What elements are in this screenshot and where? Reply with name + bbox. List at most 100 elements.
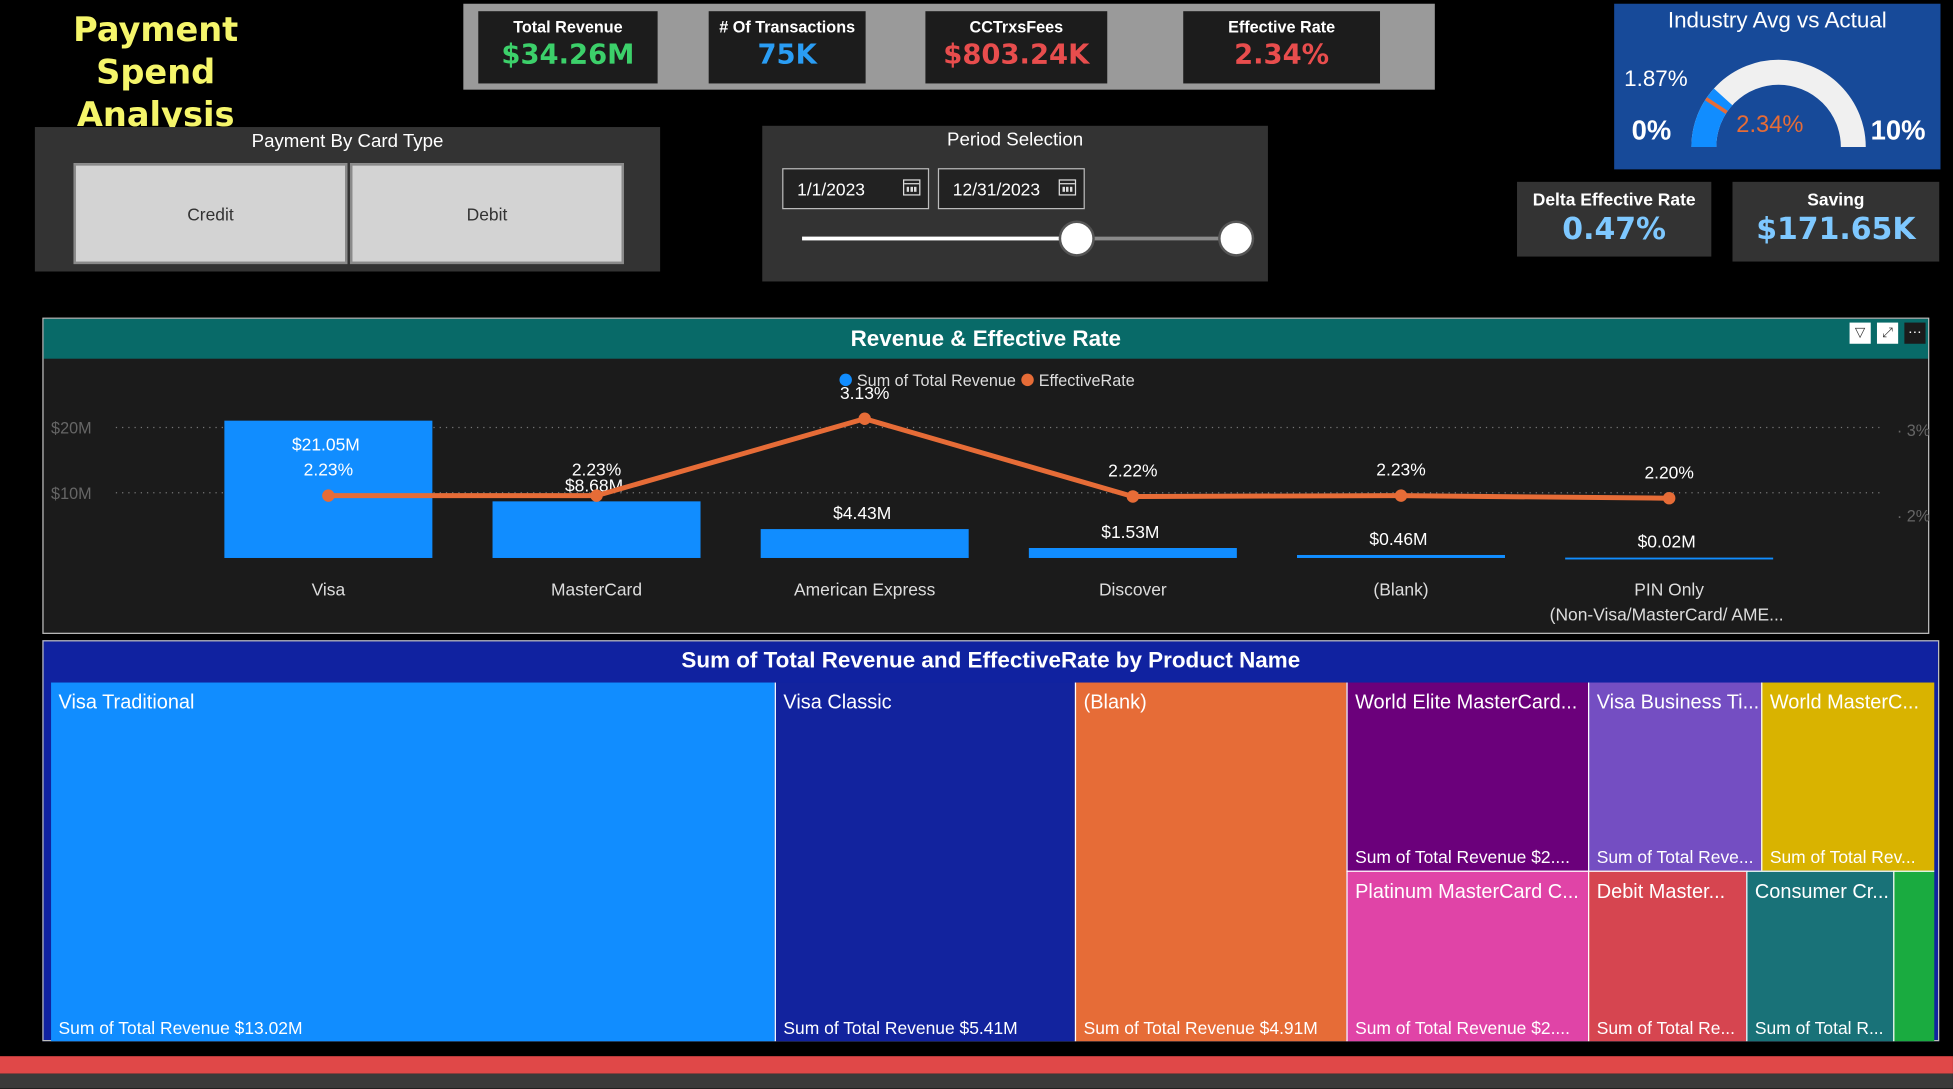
revenue-data-label: $4.43M xyxy=(833,503,891,523)
revenue-data-label: $0.02M xyxy=(1638,532,1696,552)
chart-title: Revenue & Effective Rate xyxy=(43,318,1929,359)
filter-icon[interactable]: ▽ xyxy=(1849,322,1871,344)
gauge-min-label: 0% xyxy=(1631,114,1672,146)
period-slicer: Period Selection 1/1/2023 12/31/2023 xyxy=(762,125,1268,282)
legend-label-revenue: Sum of Total Revenue xyxy=(857,372,1016,390)
revenue-bar xyxy=(1297,554,1505,558)
effective-rate-point xyxy=(590,489,603,502)
saving-label: Saving xyxy=(1807,189,1865,210)
gauge-industry-vs-actual[interactable]: Industry Avg vs Actual 1.87% 0% 10% 2.34… xyxy=(1614,3,1941,170)
revenue-bar xyxy=(224,420,433,558)
gauge-target-label: 1.87% xyxy=(1624,66,1688,91)
legend-label-rate: EffectiveRate xyxy=(1039,372,1135,390)
delta-label: Delta Effective Rate xyxy=(1532,189,1696,210)
treemap-tile[interactable]: Platinum MasterCard C... Sum of Total Re… xyxy=(1346,870,1589,1042)
treemap-tile[interactable]: World MasterC... Sum of Total Rev... xyxy=(1761,682,1935,871)
period-slider-end-handle[interactable] xyxy=(1218,220,1255,257)
kpi-value: $34.26M xyxy=(501,39,635,71)
tile-value: Sum of Total Revenue $13.02M xyxy=(58,1017,303,1038)
tile-name: Visa Traditional xyxy=(58,692,195,714)
period-title: Period Selection xyxy=(947,129,1084,151)
rate-data-label: 2.23% xyxy=(572,460,621,480)
gauge-max-label: 10% xyxy=(1870,114,1926,146)
revenue-effective-rate-chart: Revenue & Effective Rate ▽ ⤢ ⋯ Sum of To… xyxy=(42,317,1930,634)
effective-rate-point xyxy=(1662,491,1676,505)
end-date-value: 12/31/2023 xyxy=(952,178,1041,199)
treemap-title: Sum of Total Revenue and EffectiveRate b… xyxy=(681,647,1301,673)
effective-rate-point xyxy=(322,489,335,502)
kpi-transactions[interactable]: # Of Transactions 75K xyxy=(708,11,866,84)
revenue-bar xyxy=(1565,557,1774,560)
treemap-tile[interactable]: Debit Master... Sum of Total Re... xyxy=(1588,870,1747,1042)
gauge-title: Industry Avg vs Actual xyxy=(1667,7,1887,33)
rate-data-label: 2.22% xyxy=(1108,461,1157,481)
status-bar xyxy=(0,1073,1953,1089)
period-slider-start-handle[interactable] xyxy=(1058,220,1095,257)
saving-card[interactable]: Saving $171.65K xyxy=(1732,181,1940,262)
focus-mode-icon[interactable]: ⤢ xyxy=(1876,322,1899,344)
tile-name: World Elite MasterCard... xyxy=(1355,692,1578,714)
y2-tick-label: · 2% xyxy=(1897,508,1930,526)
tile-value: Sum of Total Revenue $2.... xyxy=(1355,1017,1570,1038)
x-tick-label: (Blank) xyxy=(1373,579,1428,599)
treemap-tile[interactable]: Consumer Cr... Sum of Total R... xyxy=(1746,870,1894,1042)
kpi-label: CCTrxsFees xyxy=(969,17,1064,37)
x-tick-label: Visa xyxy=(312,579,346,599)
debit-button[interactable]: Debit xyxy=(349,163,624,265)
gauge-target-marker xyxy=(1704,97,1728,115)
legend-marker-revenue xyxy=(839,373,852,387)
revenue-data-label: $1.53M xyxy=(1101,522,1159,542)
x-tick-label: MasterCard xyxy=(551,579,642,599)
calendar-icon[interactable] xyxy=(1058,179,1077,196)
tile-name: Visa Business Ti... xyxy=(1596,692,1760,714)
treemap-tile[interactable] xyxy=(1893,870,1935,1042)
treemap-tile[interactable]: Visa Business Ti... Sum of Total Reve... xyxy=(1588,682,1762,871)
calendar-icon[interactable] xyxy=(902,179,921,196)
x-tick-label: American Express xyxy=(794,579,936,599)
legend-marker-rate xyxy=(1021,373,1034,387)
tile-name: Consumer Cr... xyxy=(1754,881,1889,903)
kpi-label: # Of Transactions xyxy=(719,17,856,37)
treemap-tile[interactable]: World Elite MasterCard... Sum of Total R… xyxy=(1346,682,1589,871)
rate-data-label: 2.20% xyxy=(1644,462,1693,482)
page-tab-bar xyxy=(0,1056,1953,1074)
treemap-tile[interactable]: Visa Traditional Sum of Total Revenue $1… xyxy=(51,682,775,1042)
end-date-input[interactable]: 12/31/2023 xyxy=(937,168,1085,210)
kpi-value: 2.34% xyxy=(1234,39,1330,71)
tile-value: Sum of Total Revenue $5.41M xyxy=(783,1017,1018,1038)
rate-data-label: 2.23% xyxy=(1376,460,1425,480)
gauge-svg xyxy=(1691,59,1866,148)
revenue-data-label: $0.46M xyxy=(1369,529,1427,549)
kpi-effective-rate[interactable]: Effective Rate 2.34% xyxy=(1183,11,1381,84)
tile-value: Sum of Total Revenue $4.91M xyxy=(1083,1017,1318,1038)
effective-rate-line xyxy=(328,416,1670,501)
tile-value: Sum of Total Reve... xyxy=(1596,846,1754,867)
delta-value: 0.47% xyxy=(1562,211,1667,247)
kpi-total-revenue[interactable]: Total Revenue $34.26M xyxy=(478,11,658,84)
kpi-label: Effective Rate xyxy=(1228,17,1336,37)
kpi-value: 75K xyxy=(757,39,817,71)
start-date-value: 1/1/2023 xyxy=(797,178,865,199)
kpi-label: Total Revenue xyxy=(513,17,623,37)
revenue-bar xyxy=(1028,548,1237,558)
revenue-bar xyxy=(760,529,969,558)
x-tick-sublabel: (Non-Visa/MasterCard/ AME... xyxy=(1550,604,1784,624)
more-options-icon[interactable]: ⋯ xyxy=(1904,322,1926,344)
kpi-strip: Total Revenue $34.26M # Of Transactions … xyxy=(463,3,1435,90)
kpi-cctrxsfees[interactable]: CCTrxsFees $803.24K xyxy=(925,11,1108,84)
start-date-input[interactable]: 1/1/2023 xyxy=(782,168,930,210)
gauge-value-label: 2.34% xyxy=(1736,112,1804,139)
card-type-title: Payment By Card Type xyxy=(251,130,444,152)
y-tick-label: $10M xyxy=(51,485,92,503)
tile-name: Debit Master... xyxy=(1596,881,1726,903)
treemap-tile[interactable]: (Blank) Sum of Total Revenue $4.91M xyxy=(1074,682,1347,1042)
credit-button[interactable]: Credit xyxy=(73,163,348,265)
effective-rate-point xyxy=(858,412,871,426)
tile-name: (Blank) xyxy=(1083,692,1147,714)
delta-effective-rate-card[interactable]: Delta Effective Rate 0.47% xyxy=(1517,181,1712,257)
period-slider-range xyxy=(802,236,1077,241)
treemap-tile[interactable]: Visa Classic Sum of Total Revenue $5.41M xyxy=(774,682,1075,1042)
x-tick-label: Discover xyxy=(1099,579,1167,599)
page-title: Payment Spend Analysis xyxy=(12,10,298,137)
tile-value: Sum of Total Rev... xyxy=(1769,846,1916,867)
